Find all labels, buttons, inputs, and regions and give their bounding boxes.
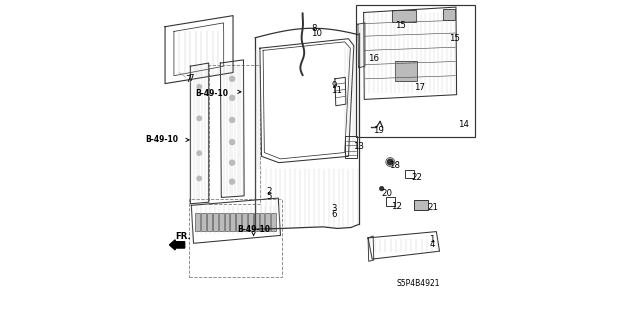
Bar [392,10,416,22]
Text: 14: 14 [458,120,468,129]
Bar [236,213,241,231]
Circle shape [230,117,235,122]
Text: 17: 17 [414,83,425,92]
Bar [213,213,218,231]
Text: 15: 15 [449,34,460,43]
Text: 6: 6 [331,210,337,219]
Circle shape [230,140,235,145]
Text: FR.: FR. [175,232,191,241]
Text: B-49-10: B-49-10 [195,89,228,98]
Text: 10: 10 [311,29,322,39]
Text: 22: 22 [412,173,422,182]
Text: 7: 7 [186,75,191,84]
Circle shape [387,159,393,165]
Text: 5: 5 [266,192,272,201]
Bar [248,213,253,231]
Bar [260,213,264,231]
Bar [443,9,455,20]
Text: 7: 7 [189,74,195,83]
Bar [219,213,223,231]
Bar [195,213,200,231]
Bar [271,213,276,231]
Text: B-49-10: B-49-10 [237,225,270,234]
Text: 2: 2 [266,187,272,196]
Circle shape [197,176,202,181]
Bar [387,197,396,206]
Text: 3: 3 [331,204,337,213]
Text: 18: 18 [389,161,400,170]
Text: 12: 12 [392,203,403,211]
Bar [404,170,413,178]
Text: 19: 19 [373,126,384,135]
Circle shape [197,116,202,121]
Text: 21: 21 [427,203,438,212]
Circle shape [230,95,235,100]
Bar [209,65,260,204]
Bar [266,213,270,231]
Text: 13: 13 [353,142,364,151]
Bar [396,62,417,81]
Text: 1: 1 [429,235,435,244]
Bar [356,4,475,137]
Circle shape [230,76,235,81]
Text: 20: 20 [381,189,392,198]
Text: S5P4B4921: S5P4B4921 [396,279,440,288]
Text: 4: 4 [429,241,435,249]
Circle shape [197,151,202,155]
Circle shape [380,187,383,190]
Circle shape [197,85,202,89]
Text: 16: 16 [368,55,379,63]
Bar [207,213,212,231]
Circle shape [230,160,235,165]
Bar [242,213,247,231]
Bar [414,200,428,210]
Bar [225,213,229,231]
Text: 11: 11 [331,86,342,95]
Circle shape [230,179,235,184]
Text: B-49-10: B-49-10 [145,135,179,145]
Text: 15: 15 [396,21,406,30]
Bar [230,213,235,231]
FancyArrow shape [170,240,185,250]
Text: 8: 8 [311,24,317,33]
Bar [189,199,282,277]
Bar [254,213,259,231]
Bar [201,213,206,231]
Text: 9: 9 [331,81,337,90]
